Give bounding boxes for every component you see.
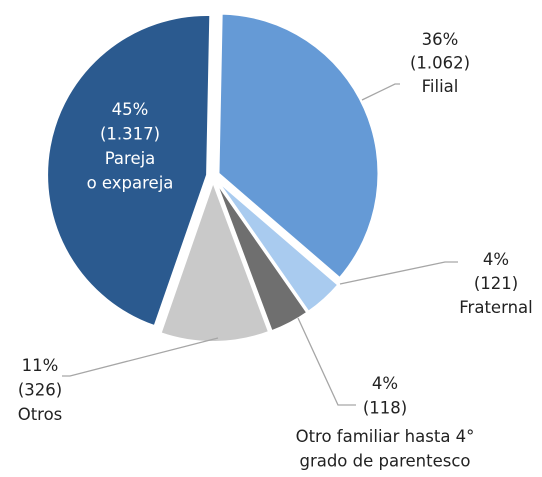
pie-slice [214, 180, 309, 333]
pie-slice [159, 179, 271, 343]
slice-label: 11% (326) Otros [18, 356, 63, 424]
category-label: Otro familiar hasta 4° grado de parentesc… [296, 427, 475, 471]
pie-slice [216, 179, 340, 314]
pie-slice [46, 13, 212, 328]
percent-label: 45% [112, 100, 149, 119]
leader-line [361, 83, 400, 101]
category-line: Otro familiar hasta 4° [296, 427, 475, 446]
percent-label: 36% [422, 30, 459, 49]
count-label: (1.062) [410, 54, 470, 73]
percent-label: 4% [372, 374, 398, 393]
percent-label: 11% [22, 356, 59, 375]
category-label: Otros [18, 405, 63, 424]
pie-slice [217, 12, 380, 280]
category-line: Otros [18, 405, 63, 424]
category-line: o expareja [87, 174, 174, 193]
count-label: (118) [363, 399, 407, 418]
category-label: Fraternal [459, 298, 532, 317]
category-line: Fraternal [459, 298, 532, 317]
leader-line [62, 337, 219, 377]
count-label: (1.317) [100, 125, 160, 144]
leader-line [297, 317, 356, 406]
category-label: Filial [422, 77, 459, 96]
percent-label: 4% [483, 250, 509, 269]
category-line: Pareja [105, 149, 156, 168]
slice-label: 4% (118) Otro familiar hasta 4° grado de pa… [296, 374, 475, 471]
slice-label: 4% (121) Fraternal [459, 250, 532, 317]
leader-line [339, 261, 458, 285]
category-line: Filial [422, 77, 459, 96]
count-label: (326) [18, 381, 62, 400]
count-label: (121) [474, 274, 518, 293]
category-line: grado de parentesco [299, 452, 470, 471]
slice-label: 36% (1.062) Filial [410, 30, 470, 96]
category-label: Pareja o expareja [87, 149, 174, 193]
slice-label: 45% (1.317) Pareja o expareja [87, 100, 174, 193]
